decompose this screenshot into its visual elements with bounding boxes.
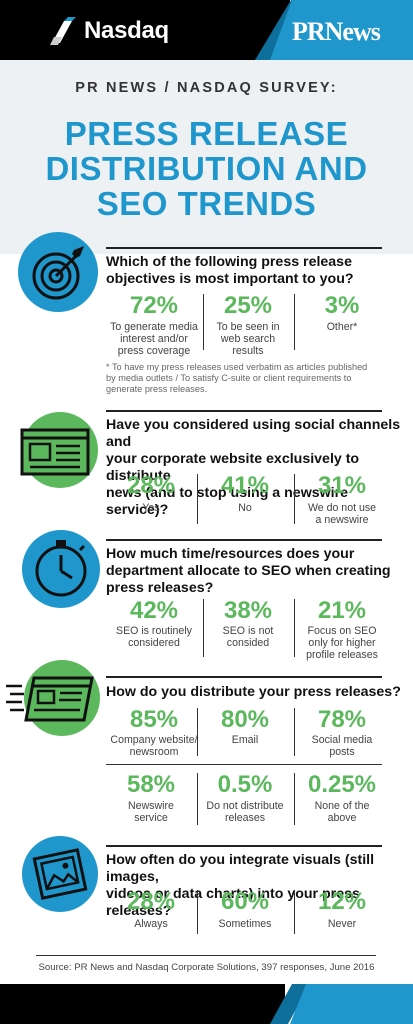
q2-answer-3-pct: 31% [317, 472, 367, 499]
divider [294, 708, 295, 756]
divider [203, 599, 204, 657]
q5-answer-2-pct: 60% [220, 888, 270, 915]
q2-answer-2-label: No [238, 502, 252, 514]
q3-rule [106, 539, 382, 541]
q2-answer-1-pct: 28% [126, 472, 176, 499]
q2-answer-1-label: Yes [142, 502, 160, 514]
nasdaq-logo-icon [50, 17, 76, 45]
q1-question: Which of the following press release obje… [106, 254, 354, 287]
q5-question: How often do you integrate visuals (stil… [106, 852, 375, 919]
divider [294, 474, 295, 524]
browser-window-icon [20, 428, 90, 476]
q4-question: How do you distribute your press release… [106, 684, 401, 700]
q4-answer-6-pct: 0.25% [307, 771, 377, 798]
q1-answer-3-label: Other* [326, 321, 358, 333]
divider [106, 764, 382, 765]
header-black-band [0, 0, 290, 60]
q1-answer-1-pct: 72% [129, 292, 179, 319]
q3-answer-2-pct: 38% [223, 597, 273, 624]
q5-answer-3-label: Never [327, 918, 357, 930]
nasdaq-logo-text: Nasdaq [84, 17, 169, 44]
q3-answer-1-pct: 42% [129, 597, 179, 624]
divider [197, 773, 198, 825]
q1-answer-2-pct: 25% [223, 292, 273, 319]
q5-answer-2-label: Sometimes [218, 918, 272, 930]
fast-document-icon [6, 676, 94, 722]
image-frame-icon [32, 848, 88, 900]
q3-answer-3-pct: 21% [317, 597, 367, 624]
divider [294, 890, 295, 934]
q5-answer-1-label: Always [134, 918, 168, 930]
title-background [0, 60, 413, 254]
prnews-logo: PRNews [292, 17, 381, 46]
divider [294, 599, 295, 657]
q4-answer-6-label: None of the above [314, 800, 370, 824]
q4-answer-3-pct: 78% [317, 706, 367, 733]
clock-icon [35, 540, 87, 597]
q4-answer-1-label: Company website/newsroom [110, 734, 198, 758]
q3-answer-2-label: SEO is not consided [222, 625, 274, 649]
q5-rule [106, 845, 382, 847]
footer-blue-band [290, 984, 413, 1024]
title-line-3: SEO TRENDS [96, 185, 317, 222]
divider [203, 294, 204, 350]
q3-question: How much time/resources does your departm… [106, 546, 391, 596]
q4-answer-1-pct: 85% [129, 706, 179, 733]
q4-answer-4-label: Newswire service [128, 800, 174, 824]
q1-rule [106, 247, 382, 249]
title-line-1: PRESS RELEASE [64, 115, 349, 152]
divider [197, 474, 198, 524]
q2-question: Have you considered using social channel… [106, 417, 401, 518]
q2-answer-3-label: We do not use a newswire [307, 502, 377, 526]
q1-answer-2-label: To be seen in web search results [216, 321, 280, 357]
target-icon [32, 246, 84, 300]
q4-rule [106, 676, 382, 678]
footer-rule [36, 955, 376, 956]
q4-answer-2-pct: 80% [220, 706, 270, 733]
q4-answer-5-label: Do not distribute releases [206, 800, 284, 824]
q1-answer-3-pct: 3% [324, 292, 360, 319]
q3-answer-3-label: Focus on SEO only for higher profile relea… [306, 625, 378, 661]
title-line-2: DISTRIBUTION AND [45, 150, 368, 187]
survey-label: PR NEWS / NASDAQ SURVEY: [75, 80, 338, 96]
q5-answer-3-pct: 12% [317, 888, 367, 915]
divider [197, 890, 198, 934]
q1-answer-1-label: To generate media interest and/or press co… [110, 321, 198, 357]
q2-answer-2-pct: 41% [220, 472, 270, 499]
q4-answer-3-label: Social media posts [311, 734, 373, 758]
q2-rule [106, 410, 382, 412]
divider [294, 294, 295, 350]
q4-answer-4-pct: 58% [126, 771, 176, 798]
source-note: Source: PR News and Nasdaq Corporate Sol… [38, 962, 375, 973]
footer-black-band [0, 984, 285, 1024]
divider [294, 773, 295, 825]
q1-footnote: * To have my press releases used verbati… [106, 362, 368, 394]
q4-answer-5-pct: 0.5% [217, 771, 273, 798]
q3-answer-1-label: SEO is routinely considered [116, 625, 192, 649]
divider [197, 708, 198, 756]
q4-answer-2-label: Email [231, 734, 259, 746]
header-blue-band [270, 0, 413, 60]
q5-answer-1-pct: 28% [126, 888, 176, 915]
